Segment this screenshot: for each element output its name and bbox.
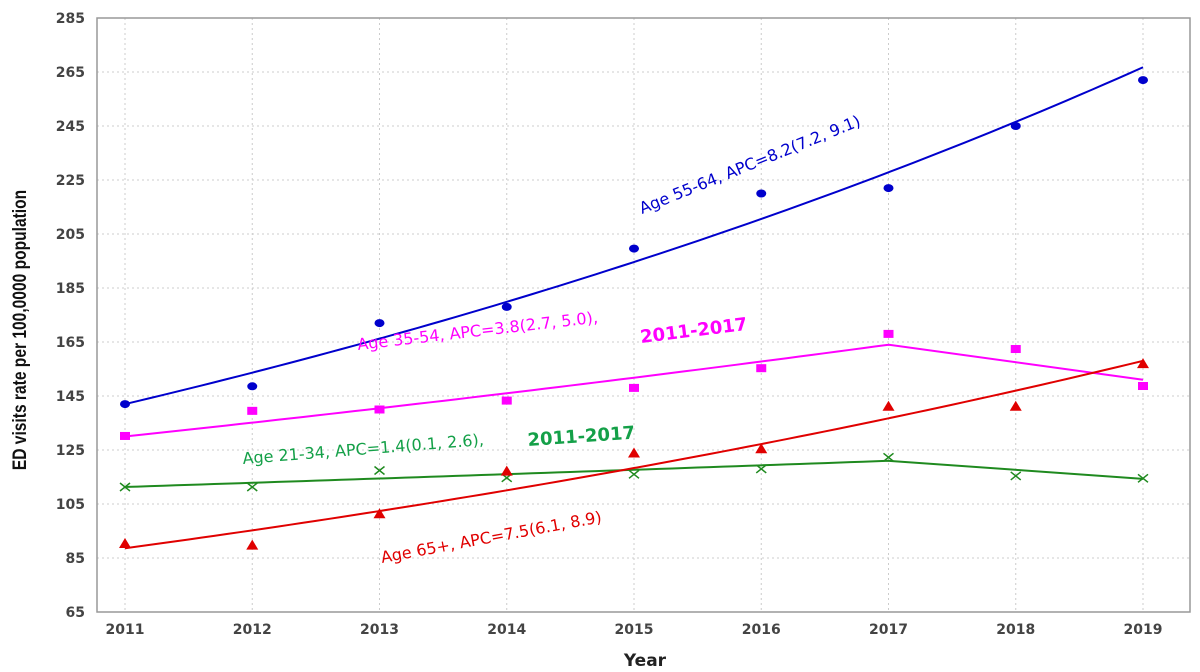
point-age-55-64 <box>756 189 767 198</box>
y-tick-label: 85 <box>66 551 85 567</box>
y-tick-label: 105 <box>56 497 85 513</box>
fit-line-age-35-54 <box>124 343 1144 438</box>
point-age-35-54 <box>374 405 385 414</box>
annotation-age-21-34-period: 2011-2017 <box>527 423 636 451</box>
point-age-65- <box>373 508 386 519</box>
y-tick-label: 225 <box>56 173 85 189</box>
point-age-21-34 <box>246 482 258 492</box>
point-age-65- <box>500 465 513 476</box>
x-tick-label: 2016 <box>742 622 781 638</box>
y-tick-label: 125 <box>56 443 85 459</box>
x-tick-label: 2018 <box>996 622 1035 638</box>
x-tick-label: 2019 <box>1124 622 1163 638</box>
annotation-age-65-plus: Age 65+, APC=7.5(6.1, 8.9) <box>379 507 603 567</box>
point-age-21-34 <box>119 482 131 492</box>
y-axis: 65 85 105 125 145 165 185 205 225 245 265 285 <box>56 11 85 621</box>
annotation-age-35-54-period: 2011-2017 <box>639 314 748 348</box>
point-age-35-54 <box>629 383 639 392</box>
y-tick-label: 65 <box>66 605 85 621</box>
x-tick-label: 2014 <box>487 622 526 638</box>
point-age-65- <box>119 537 131 548</box>
y-tick-label: 285 <box>56 11 85 27</box>
point-age-55-64 <box>501 302 512 311</box>
fit-line-age-21-34 <box>124 459 1144 488</box>
x-tick-label: 2012 <box>233 622 272 638</box>
point-age-35-54 <box>756 364 767 373</box>
fit-line-age-55-64 <box>124 66 1144 406</box>
point-age-35-54 <box>1138 382 1148 391</box>
point-age-55-64 <box>374 319 385 328</box>
point-age-35-54 <box>120 431 130 440</box>
point-age-35-54 <box>501 396 512 405</box>
fit-line-age-65- <box>124 359 1144 550</box>
point-age-35-54 <box>883 329 894 338</box>
grid <box>97 18 1190 612</box>
y-tick-label: 165 <box>56 335 85 351</box>
point-age-55-64 <box>629 244 639 253</box>
point-age-21-34 <box>1010 471 1022 481</box>
y-axis-label: ED visits rate per 100,0000 population <box>9 190 31 470</box>
point-age-21-34 <box>1137 473 1149 483</box>
point-age-35-54 <box>247 406 258 415</box>
y-tick-label: 245 <box>56 119 85 135</box>
point-age-35-54 <box>1010 345 1021 354</box>
point-age-21-34 <box>883 452 894 462</box>
x-tick-label: 2013 <box>360 622 399 638</box>
y-tick-label: 145 <box>56 389 85 405</box>
point-age-21-34 <box>628 469 640 479</box>
y-tick-label: 265 <box>56 65 85 81</box>
point-age-21-34 <box>755 464 767 474</box>
y-tick-label: 185 <box>56 281 85 297</box>
point-age-55-64 <box>1138 76 1148 85</box>
point-age-65- <box>882 400 895 411</box>
x-tick-label: 2015 <box>615 622 654 638</box>
data-points <box>119 76 1149 550</box>
point-age-65- <box>628 447 640 458</box>
point-age-65- <box>246 539 259 550</box>
x-tick-label: 2017 <box>869 622 908 638</box>
point-age-55-64 <box>883 184 894 193</box>
point-age-21-34 <box>374 465 385 476</box>
y-tick-label: 205 <box>56 227 85 243</box>
point-age-65- <box>755 443 768 454</box>
annotation-age-35-54: Age 35-54, APC=3.8(2.7, 5.0), <box>356 308 599 354</box>
point-age-55-64 <box>247 382 258 391</box>
x-tick-label: 2011 <box>106 622 145 638</box>
x-axis: 2011 2012 2013 2014 2015 2016 2017 2018 2019 <box>106 622 1163 638</box>
point-age-65- <box>1137 358 1149 369</box>
annotation-age-55-64: Age 55-64, APC=8.2(7.2, 9.1) <box>636 111 863 217</box>
annotation-age-21-34: Age 21-34, APC=1.4(0.1, 2.6), <box>242 430 485 468</box>
point-age-55-64 <box>120 400 130 409</box>
point-age-55-64 <box>1010 122 1021 130</box>
point-age-65- <box>1009 400 1022 411</box>
x-axis-label: Year <box>623 651 667 671</box>
plot-area-border <box>96 17 1191 613</box>
fit-lines <box>124 66 1144 550</box>
